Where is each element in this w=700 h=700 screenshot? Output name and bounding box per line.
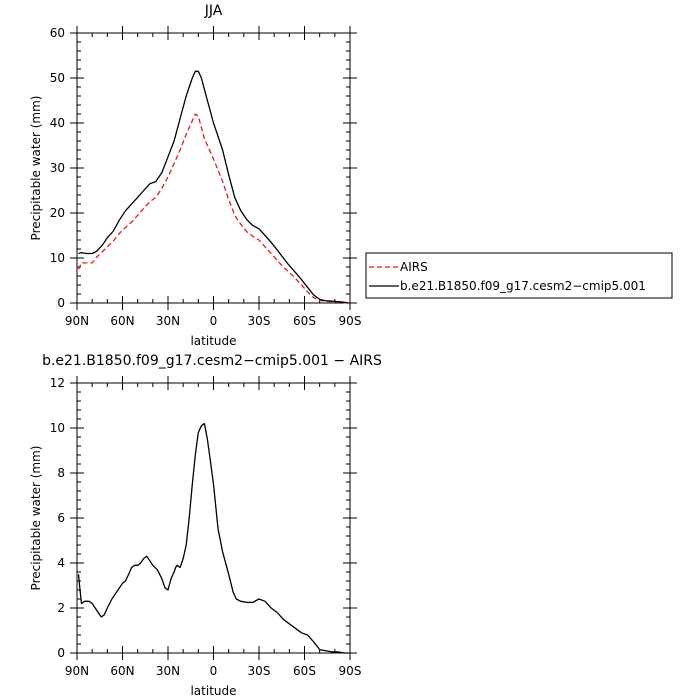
y-tick-label: 10 bbox=[50, 251, 65, 265]
top-chart-ticks: 90N 60N 30N 0 30S 60S 90S 0 10 20 30 40 50 60 bbox=[50, 26, 362, 328]
y-tick-label: 0 bbox=[57, 646, 65, 660]
x-tick-label: 30N bbox=[156, 314, 180, 328]
x-tick-label: 0 bbox=[210, 664, 218, 678]
x-tick-label: 90S bbox=[339, 314, 362, 328]
bottom-chart-series bbox=[77, 422, 349, 654]
y-tick-label: 50 bbox=[50, 71, 65, 85]
bottom-chart-plot-area bbox=[76, 382, 351, 654]
difference-line bbox=[77, 422, 349, 654]
y-tick-label: 8 bbox=[57, 466, 65, 480]
y-tick-label: 2 bbox=[57, 601, 65, 615]
legend-entry-airs: AIRS bbox=[400, 260, 428, 274]
top-chart-x-axis-label: latitude bbox=[190, 334, 236, 348]
x-tick-label: 90N bbox=[65, 664, 89, 678]
y-tick-label: 4 bbox=[57, 556, 65, 570]
y-tick-label: 40 bbox=[50, 116, 65, 130]
legend: AIRS b.e21.B1850.f09_g17.cesm2−cmip5.001 bbox=[365, 252, 673, 299]
top-chart-title: JJA bbox=[204, 3, 223, 19]
x-tick-label: 30N bbox=[156, 664, 180, 678]
y-tick-label: 6 bbox=[57, 511, 65, 525]
bottom-chart: b.e21.B1850.f09_g17.cesm2−cmip5.001 − AI… bbox=[29, 353, 382, 698]
x-tick-label: 90N bbox=[65, 314, 89, 328]
legend-box bbox=[365, 252, 673, 299]
y-tick-label: 30 bbox=[50, 161, 65, 175]
bottom-chart-ticks: 90N 60N 30N 0 30S 60S 90S 0 2 4 6 8 10 12 bbox=[50, 376, 362, 678]
y-tick-label: 10 bbox=[50, 421, 65, 435]
x-tick-label: 30S bbox=[248, 664, 271, 678]
x-tick-label: 60S bbox=[293, 314, 316, 328]
y-tick-label: 12 bbox=[50, 376, 65, 390]
cesm2-line bbox=[78, 70, 349, 304]
y-tick-label: 0 bbox=[57, 296, 65, 310]
x-tick-label: 0 bbox=[210, 314, 218, 328]
bottom-chart-x-axis-label: latitude bbox=[190, 684, 236, 698]
x-tick-label: 60S bbox=[293, 664, 316, 678]
top-chart: JJA 90N 60N 30N 0 30S 60S 90S 0 10 20 30 40 50 60 lat… bbox=[29, 3, 361, 348]
y-tick-label: 20 bbox=[50, 206, 65, 220]
legend-entry-cesm2: b.e21.B1850.f09_g17.cesm2−cmip5.001 bbox=[400, 279, 646, 293]
top-chart-series bbox=[77, 70, 349, 304]
airs-line bbox=[77, 113, 349, 304]
y-tick-label: 60 bbox=[50, 26, 65, 40]
x-tick-label: 30S bbox=[248, 314, 271, 328]
top-chart-plot-area bbox=[76, 32, 351, 304]
top-chart-y-axis-label: Precipitable water (mm) bbox=[29, 96, 43, 241]
x-tick-label: 90S bbox=[339, 664, 362, 678]
bottom-chart-title: b.e21.B1850.f09_g17.cesm2−cmip5.001 − AI… bbox=[42, 353, 382, 369]
x-tick-label: 60N bbox=[110, 664, 134, 678]
x-tick-label: 60N bbox=[110, 314, 134, 328]
bottom-chart-y-axis-label: Precipitable water (mm) bbox=[29, 446, 43, 591]
